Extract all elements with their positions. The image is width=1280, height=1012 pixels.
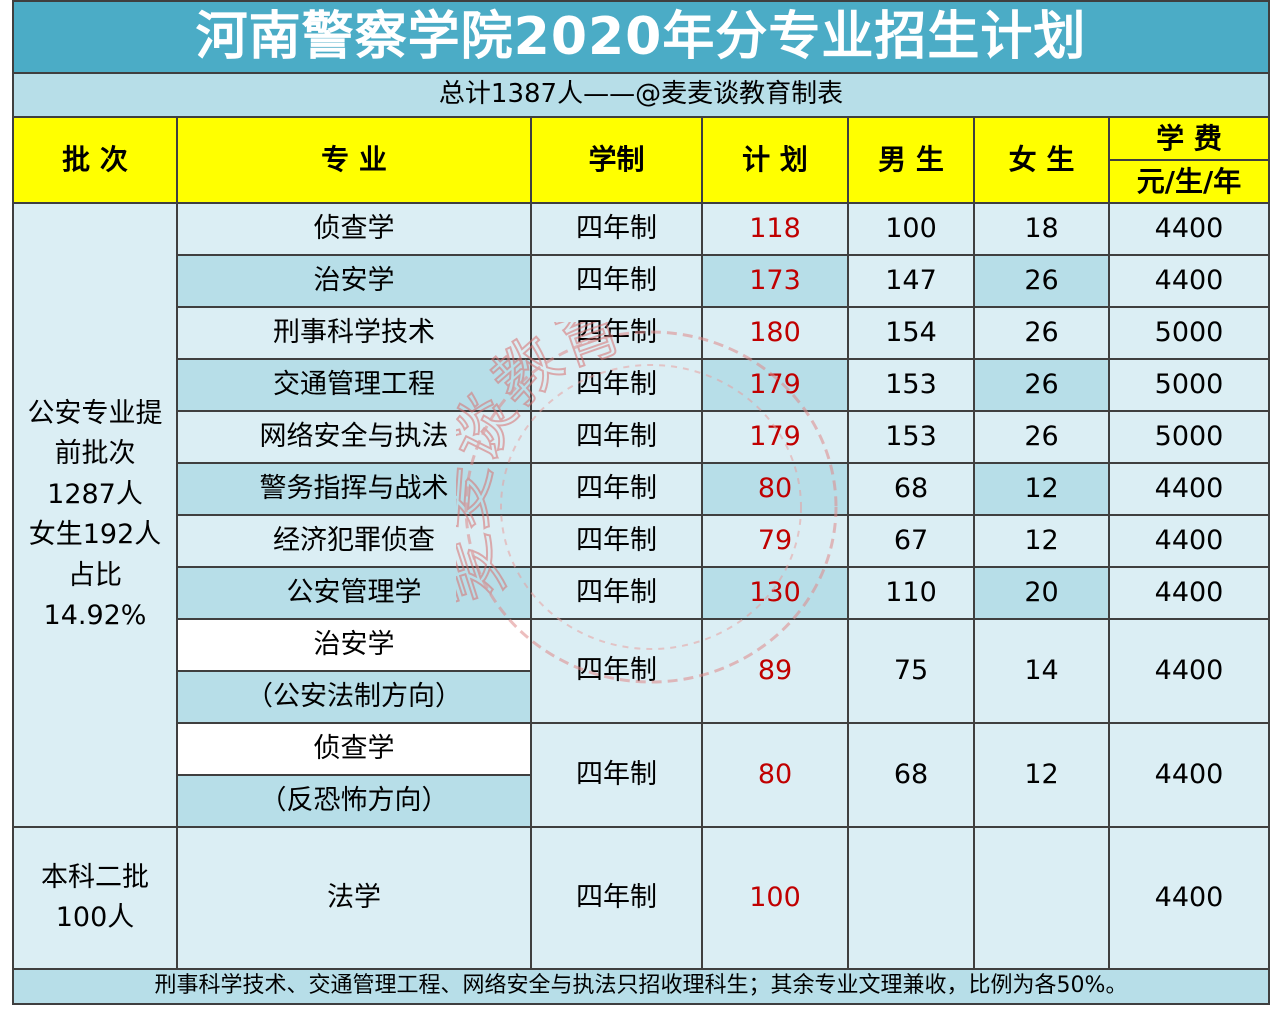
plan-cell: 173	[701, 254, 849, 308]
tuition-cell: 4400	[1107, 722, 1271, 828]
tuition-cell: 4400	[1107, 462, 1271, 516]
tuition-cell: 4400	[1107, 254, 1271, 308]
batch-advance-line5: 占比	[68, 559, 122, 591]
batch-advance-line2: 前批次	[54, 438, 136, 469]
major-cell: 治安学	[176, 618, 532, 672]
male-cell: 100	[847, 202, 975, 256]
tuition-cell: 5000	[1107, 410, 1271, 464]
batch-second-line2: 100人	[55, 902, 135, 933]
major-cell: 网络安全与执法	[176, 410, 532, 464]
major-cell: 警务指挥与战术	[176, 462, 532, 516]
male-cell: 68	[847, 722, 975, 828]
batch-advance-line3: 1287人	[47, 478, 143, 510]
subtitle: 总计1387人——@麦麦谈教育制表	[11, 72, 1271, 118]
major-cell: 侦查学	[176, 722, 532, 776]
plan-cell: 89	[701, 618, 849, 724]
footer-note: 刑事科学技术、交通管理工程、网络安全与执法只招收理科生；其余专业文理兼收，比例为…	[11, 968, 1271, 1005]
plan-cell: 79	[701, 514, 849, 568]
batch-second-line1: 本科二批	[41, 861, 149, 893]
plan-cell: 80	[701, 462, 849, 516]
tuition-cell: 4400	[1107, 202, 1271, 256]
duration-cell: 四年制	[530, 254, 703, 308]
header-batch: 批 次	[12, 116, 178, 204]
tuition-cell: 4400	[1107, 566, 1271, 620]
duration-cell: 四年制	[530, 514, 703, 568]
duration-cell: 四年制	[530, 826, 703, 970]
female-cell: 20	[973, 566, 1110, 620]
batch-advance-line6: 14.92%	[43, 600, 147, 631]
batch-advance: 公安专业提 前批次 1287人 女生192人 占比 14.92%	[12, 202, 178, 828]
male-cell: 75	[847, 618, 975, 724]
header-plan: 计 划	[701, 116, 849, 204]
header-duration: 学制	[530, 116, 703, 204]
duration-cell: 四年制	[530, 566, 703, 620]
female-cell: 12	[973, 514, 1110, 568]
header-tuition: 学 费	[1107, 116, 1271, 161]
major-cell: 侦查学	[176, 202, 532, 256]
major-cell: 刑事科学技术	[176, 306, 532, 360]
duration-cell: 四年制	[530, 358, 703, 412]
plan-cell: 130	[701, 566, 849, 620]
batch-second: 本科二批 100人	[12, 826, 178, 970]
major-cell: （反恐怖方向）	[176, 774, 532, 828]
tuition-cell: 4400	[1107, 826, 1271, 970]
male-cell: 110	[847, 566, 975, 620]
duration-cell: 四年制	[530, 306, 703, 360]
female-cell	[973, 826, 1110, 970]
female-cell: 26	[973, 254, 1110, 308]
major-cell: （公安法制方向）	[176, 670, 532, 724]
male-cell: 68	[847, 462, 975, 516]
batch-advance-line4: 女生192人	[28, 519, 162, 550]
female-cell: 26	[973, 410, 1110, 464]
male-cell: 153	[847, 358, 975, 412]
enrollment-table: 河南警察学院2020年分专业招生计划 总计1387人——@麦麦谈教育制表 批 次…	[11, 0, 1271, 1005]
female-cell: 26	[973, 358, 1110, 412]
tuition-cell: 5000	[1107, 358, 1271, 412]
male-cell: 153	[847, 410, 975, 464]
major-cell: 公安管理学	[176, 566, 532, 620]
plan-cell: 118	[701, 202, 849, 256]
major-cell: 交通管理工程	[176, 358, 532, 412]
plan-cell: 180	[701, 306, 849, 360]
major-cell: 经济犯罪侦查	[176, 514, 532, 568]
female-cell: 26	[973, 306, 1110, 360]
male-cell: 154	[847, 306, 975, 360]
duration-cell: 四年制	[530, 202, 703, 256]
header-female: 女 生	[973, 116, 1110, 204]
tuition-cell: 5000	[1107, 306, 1271, 360]
male-cell: 67	[847, 514, 975, 568]
major-cell: 法学	[176, 826, 532, 970]
plan-cell: 179	[701, 358, 849, 412]
header-major: 专 业	[176, 116, 532, 204]
batch-advance-line1: 公安专业提	[27, 397, 163, 429]
page-title: 河南警察学院2020年分专业招生计划	[11, 0, 1271, 74]
duration-cell: 四年制	[530, 410, 703, 464]
female-cell: 12	[973, 462, 1110, 516]
tuition-cell: 4400	[1107, 514, 1271, 568]
male-cell: 147	[847, 254, 975, 308]
header-male: 男 生	[847, 116, 975, 204]
plan-cell: 100	[701, 826, 849, 970]
plan-cell: 80	[701, 722, 849, 828]
plan-cell: 179	[701, 410, 849, 464]
duration-cell: 四年制	[530, 722, 703, 828]
tuition-cell: 4400	[1107, 618, 1271, 724]
duration-cell: 四年制	[530, 618, 703, 724]
female-cell: 14	[973, 618, 1110, 724]
male-cell	[847, 826, 975, 970]
major-cell: 治安学	[176, 254, 532, 308]
enrollment-sheet: 河南警察学院2020年分专业招生计划 总计1387人——@麦麦谈教育制表 批 次…	[11, 0, 1271, 1005]
header-tuition-unit: 元/生/年	[1107, 159, 1271, 204]
female-cell: 12	[973, 722, 1110, 828]
female-cell: 18	[973, 202, 1110, 256]
duration-cell: 四年制	[530, 462, 703, 516]
